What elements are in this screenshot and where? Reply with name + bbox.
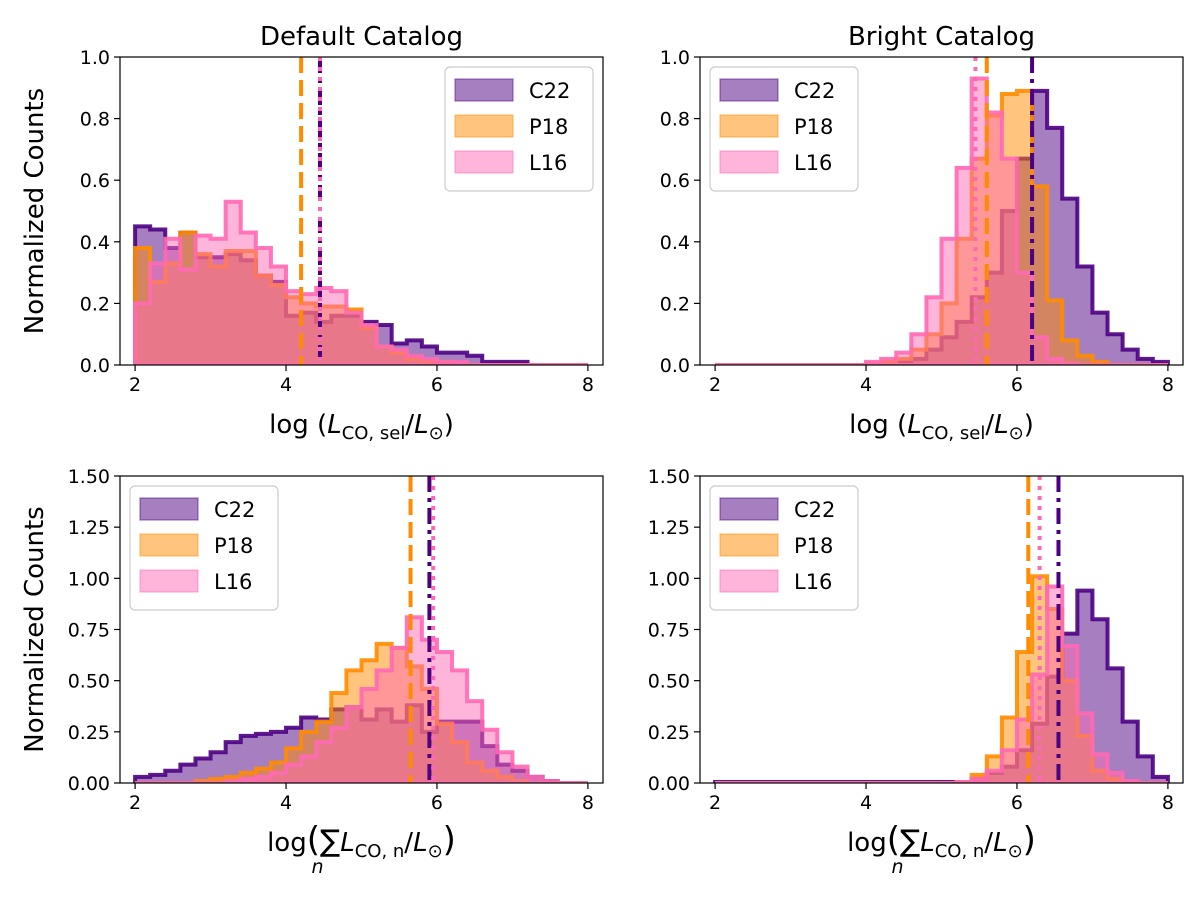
y-tick-label: 1.00 — [68, 568, 110, 590]
panel-4: 2 4 6 8 0.00 0.25 0.50 0.75 1.00 1.25 1.50 log(∑LCO… — [648, 466, 1184, 878]
x-tick-label: 8 — [582, 792, 594, 814]
legend-label-l16: L16 — [794, 570, 832, 594]
x-tick-label: 8 — [582, 374, 594, 396]
y-tick-label: 0.8 — [660, 109, 690, 131]
axes-frame — [699, 56, 1184, 366]
legend-label-l16: L16 — [214, 570, 252, 594]
legend-swatch-p18 — [139, 533, 199, 557]
x-tick-label: 8 — [1162, 792, 1174, 814]
y-tick-label: 1.25 — [648, 517, 690, 539]
x-tick-label: 2 — [129, 374, 141, 396]
legend-swatch-l16 — [719, 150, 779, 174]
legend-label-l16: L16 — [529, 151, 567, 175]
y-tick-label: 0.25 — [68, 722, 110, 744]
x-axis-label: log (LCO, sel/L⊙) — [269, 410, 454, 444]
histogram-step-l16 — [715, 584, 1168, 783]
y-tick-label: 0.50 — [648, 671, 690, 693]
y-tick-label: 0.00 — [648, 773, 690, 795]
panel-1: 2 4 6 8 0.0 0.2 0.4 0.6 0.8 1.0 Default Catalog Nor… — [20, 22, 604, 444]
x-axis-sum-index: n — [311, 856, 323, 878]
x-axis-label: log (LCO, sel/L⊙) — [849, 410, 1034, 444]
histogram-fill-c22 — [715, 90, 1168, 365]
y-tick-label: 0.50 — [68, 671, 110, 693]
legend-label-p18: P18 — [794, 115, 833, 139]
y-tick-label: 0.6 — [80, 170, 110, 192]
x-tick-label: 8 — [1162, 374, 1174, 396]
y-tick-label: 0.4 — [80, 232, 110, 254]
y-tick-label: 0.25 — [648, 722, 690, 744]
plot-area — [715, 57, 1170, 365]
histogram-fill-l16 — [135, 201, 588, 365]
y-axis-label: Normalized Counts — [20, 506, 50, 752]
x-tick-label: 4 — [860, 792, 872, 814]
x-tick-label: 6 — [1011, 792, 1023, 814]
legend-swatch-p18 — [454, 114, 514, 138]
legend-label-c22: C22 — [529, 79, 570, 103]
legend-label-c22: C22 — [794, 79, 835, 103]
y-tick-label: 1.50 — [648, 466, 690, 488]
y-tick-label: 0.2 — [80, 293, 110, 315]
y-tick-label: 0.75 — [68, 620, 110, 642]
legend: C22 P18 L16 — [444, 66, 594, 192]
x-tick-label: 4 — [860, 374, 872, 396]
legend-swatch-c22 — [719, 78, 779, 102]
y-tick-label: 1.50 — [68, 466, 110, 488]
histogram-fill-l16 — [715, 78, 1168, 365]
legend-swatch-c22 — [719, 497, 779, 521]
legend-label-p18: P18 — [529, 115, 568, 139]
panel-2: 2 4 6 8 0.0 0.2 0.4 0.6 0.8 1.0 Bright Catalog log … — [660, 22, 1184, 444]
x-tick-label: 2 — [709, 374, 721, 396]
x-tick-label: 6 — [431, 374, 443, 396]
x-tick-label: 6 — [431, 792, 443, 814]
legend-swatch-l16 — [454, 150, 514, 174]
chart-title: Bright Catalog — [848, 22, 1035, 52]
legend-label-p18: P18 — [794, 534, 833, 558]
plot-area — [133, 476, 588, 783]
y-tick-label: 1.0 — [80, 47, 110, 69]
histogram-step-l16 — [135, 615, 588, 783]
y-tick-label: 0.2 — [660, 293, 690, 315]
histogram-fill-l16 — [715, 586, 1168, 783]
legend-label-l16: L16 — [794, 151, 832, 175]
y-tick-label: 0.0 — [80, 355, 110, 377]
y-tick-label: 1.25 — [68, 517, 110, 539]
legend-swatch-c22 — [139, 497, 199, 521]
panel-3: 2 4 6 8 0.00 0.25 0.50 0.75 1.00 1.25 1.50 Normaliz… — [20, 466, 604, 878]
legend-swatch-p18 — [719, 533, 779, 557]
histogram-step-l16 — [715, 76, 1168, 365]
x-tick-label: 6 — [1011, 374, 1023, 396]
x-axis-label: log(∑LCO, n/L⊙) — [267, 820, 456, 862]
histogram-step-l16 — [133, 199, 588, 365]
legend: C22 P18 L16 — [709, 66, 859, 192]
y-tick-label: 0.0 — [660, 355, 690, 377]
x-tick-label: 4 — [280, 792, 292, 814]
legend: C22 P18 L16 — [129, 485, 279, 611]
legend-swatch-l16 — [139, 569, 199, 593]
legend-swatch-p18 — [719, 114, 779, 138]
chart-title: Default Catalog — [260, 22, 463, 52]
legend-label-c22: C22 — [794, 498, 835, 522]
legend: C22 P18 L16 — [709, 485, 859, 611]
axes-frame — [119, 56, 604, 366]
y-tick-label: 0.8 — [80, 109, 110, 131]
y-tick-label: 0.6 — [660, 170, 690, 192]
x-tick-label: 2 — [129, 792, 141, 814]
legend-swatch-c22 — [454, 78, 514, 102]
y-tick-label: 0.75 — [648, 620, 690, 642]
y-tick-label: 0.00 — [68, 773, 110, 795]
x-axis-sum-index: n — [891, 856, 903, 878]
legend-swatch-l16 — [719, 569, 779, 593]
legend-label-p18: P18 — [214, 534, 253, 558]
y-tick-label: 0.4 — [660, 232, 690, 254]
y-tick-label: 1.00 — [648, 568, 690, 590]
legend-label-c22: C22 — [214, 498, 255, 522]
y-axis-label: Normalized Counts — [20, 88, 50, 334]
x-axis-label: log(∑LCO, n/L⊙) — [847, 820, 1036, 862]
x-tick-label: 4 — [280, 374, 292, 396]
y-tick-label: 1.0 — [660, 47, 690, 69]
plot-area — [713, 476, 1170, 783]
plot-area — [133, 57, 588, 365]
x-tick-label: 2 — [709, 792, 721, 814]
